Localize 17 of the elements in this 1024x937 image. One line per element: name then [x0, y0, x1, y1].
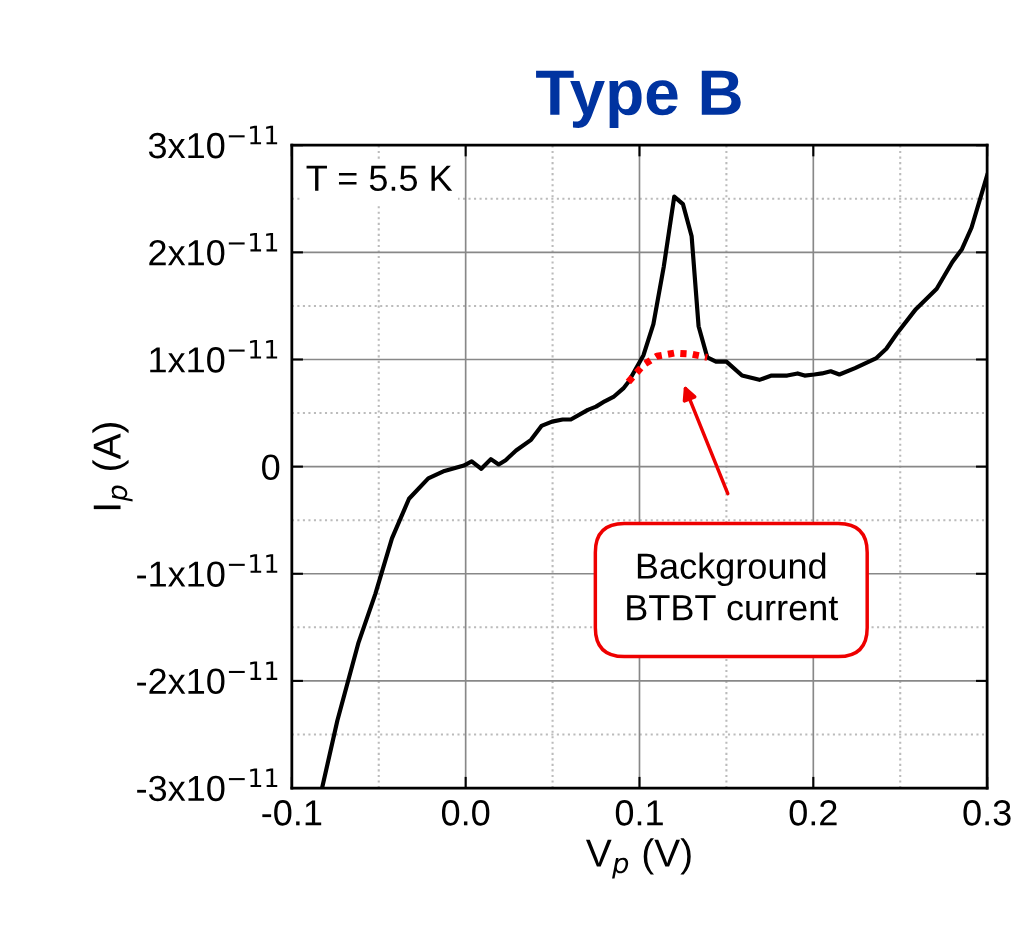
y-tick-label: -2x10$^{−11}$: [137, 661, 278, 695]
x-tick-label: 0.1: [615, 800, 663, 826]
annotation: Background BTBT current: [627, 552, 839, 621]
y-tick-label: 3x10$^{−11}$: [148, 125, 278, 159]
y-tick-label: -1x10$^{−11}$: [137, 554, 278, 587]
chart-title: Type B: [536, 70, 741, 128]
x-tick-label: 0.2: [789, 800, 837, 826]
x-tick-label: 0.3: [963, 800, 1011, 826]
annotation: T = 5.5 K: [306, 165, 453, 192]
y-axis-title: I$_{p}$ (A): [92, 422, 133, 510]
x-axis-title: V$_{p}$ (V): [585, 838, 691, 879]
y-tick-label: 0: [262, 454, 280, 481]
x-tick-label: 0.0: [441, 800, 490, 826]
y-tick-label: 2x10$^{−11}$: [149, 232, 278, 266]
y-tick-label: -3x10$^{−11}$: [137, 768, 278, 802]
x-tick-label: -0.1: [262, 800, 322, 826]
y-tick-label: 1x10$^{−11}$: [150, 340, 278, 373]
